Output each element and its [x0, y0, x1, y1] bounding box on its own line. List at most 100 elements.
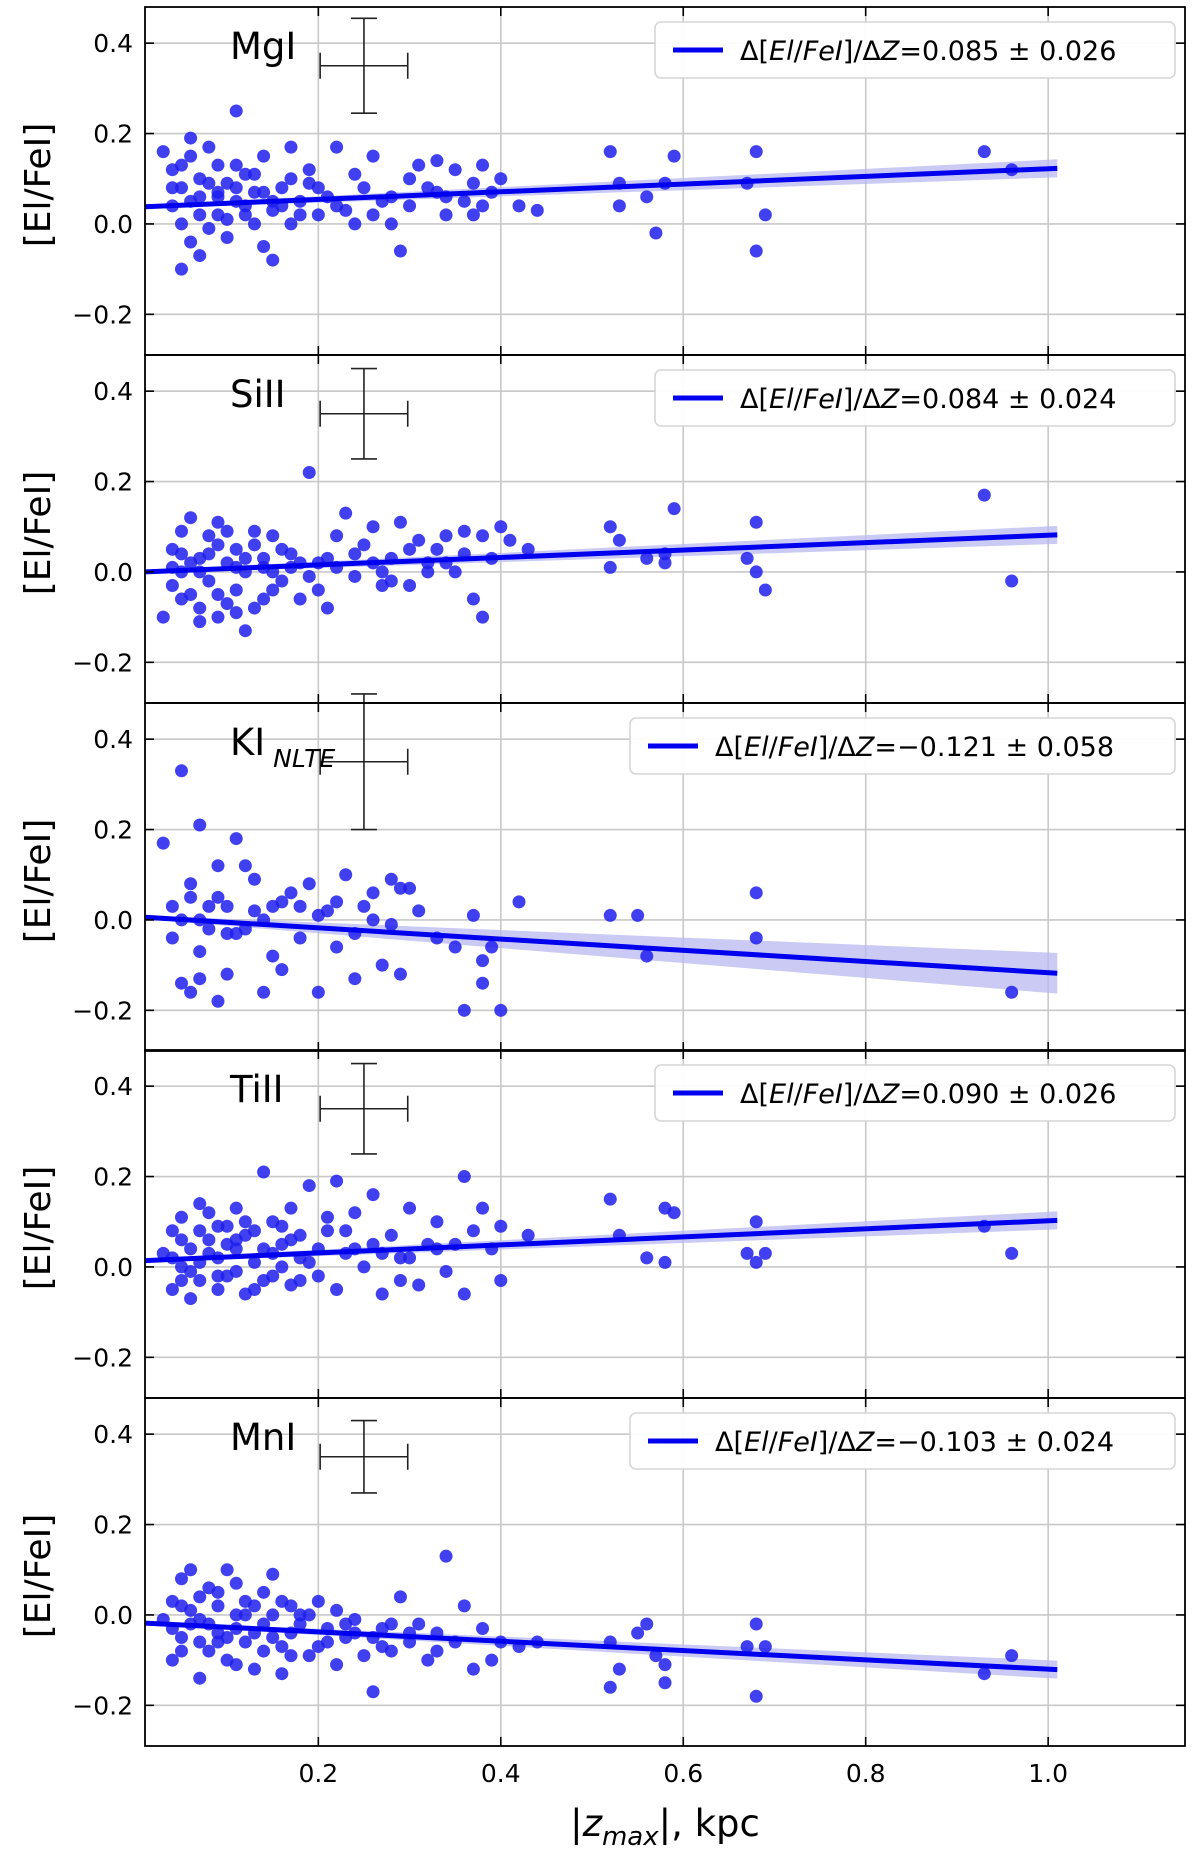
data-point [448, 163, 462, 177]
data-point [266, 1567, 280, 1581]
data-point [457, 194, 471, 208]
data-point [603, 520, 617, 534]
data-point [247, 538, 261, 552]
data-point [229, 181, 243, 195]
data-point [977, 488, 991, 502]
data-point [229, 926, 243, 940]
data-point [211, 994, 225, 1008]
data-point [229, 1233, 243, 1247]
data-point [330, 140, 344, 154]
data-point [640, 190, 654, 204]
data-point [174, 592, 188, 606]
data-point [403, 199, 417, 213]
data-point [247, 1662, 261, 1676]
data-point [165, 1653, 179, 1667]
data-point [612, 1662, 626, 1676]
data-point [348, 569, 362, 583]
data-point [165, 181, 179, 195]
error-bar [319, 693, 409, 831]
data-point [257, 592, 271, 606]
data-point [749, 886, 763, 900]
y-tick-label: 0.0 [93, 558, 133, 587]
data-point [247, 1283, 261, 1297]
data-point [202, 1233, 216, 1247]
data-point [512, 895, 526, 909]
data-point [366, 1685, 380, 1699]
data-point [366, 149, 380, 163]
data-point [640, 551, 654, 565]
fit-line [145, 914, 1058, 976]
data-point [174, 262, 188, 276]
data-point [238, 551, 252, 565]
x-tick-label: 0.4 [481, 1759, 521, 1788]
data-point [494, 520, 508, 534]
data-point [466, 176, 480, 190]
data-point [229, 104, 243, 118]
data-point [348, 217, 362, 231]
data-point [293, 1228, 307, 1242]
data-point [485, 1653, 499, 1667]
data-point [457, 524, 471, 538]
legend-label: Δ[El/FeI]/ΔZ=−0.121 ± 0.058 [715, 732, 1114, 763]
data-point [1005, 1246, 1019, 1260]
data-point [184, 1264, 198, 1278]
data-point [393, 1273, 407, 1287]
data-point [658, 1658, 672, 1672]
panel-ki-nlte: 0.4 0.2 0.0 −0.2 [El/FeI] KI NLTE Δ[El/FeI]/ΔZ… [18, 693, 1186, 1052]
x-tick-label: 0.8 [846, 1759, 886, 1788]
data-point [302, 1649, 316, 1663]
data-point [220, 899, 234, 913]
data-point [229, 542, 243, 556]
data-point [603, 560, 617, 574]
data-point [193, 818, 207, 832]
data-point [293, 899, 307, 913]
data-point [667, 1206, 681, 1220]
y-tick-label: 0.0 [93, 1253, 133, 1282]
data-point [603, 1680, 617, 1694]
data-point [184, 877, 198, 891]
data-point [193, 1197, 207, 1211]
data-point [293, 592, 307, 606]
data-point [330, 1283, 344, 1297]
data-point [357, 1649, 371, 1663]
data-point [247, 872, 261, 886]
y-tick-label: 0.2 [93, 1511, 133, 1540]
data-point [220, 1219, 234, 1233]
data-point [476, 529, 490, 543]
data-point [266, 1269, 280, 1283]
data-point [412, 533, 426, 547]
data-point [165, 899, 179, 913]
data-point [156, 610, 170, 624]
data-point [184, 890, 198, 904]
data-point [448, 565, 462, 579]
panel-title: MnI [230, 1416, 296, 1459]
legend-box [654, 21, 1176, 79]
data-point [393, 881, 407, 895]
data-point [275, 963, 289, 977]
data-point [320, 551, 334, 565]
data-point [211, 158, 225, 172]
data-point [977, 145, 991, 159]
data-point [603, 908, 617, 922]
data-point [357, 899, 371, 913]
data-point [257, 551, 271, 565]
data-point [503, 533, 517, 547]
error-bar [319, 1062, 409, 1155]
data-point [1005, 574, 1019, 588]
y-axis-label: [El/FeI] [18, 1166, 59, 1290]
data-point [247, 167, 261, 181]
data-point [284, 1201, 298, 1215]
data-point [640, 1617, 654, 1631]
data-point [174, 524, 188, 538]
data-point [257, 985, 271, 999]
data-point [174, 1273, 188, 1287]
data-point [220, 524, 234, 538]
data-point [384, 872, 398, 886]
panel-title: TiII [229, 1068, 284, 1111]
error-bar [319, 1419, 409, 1494]
data-point [174, 181, 188, 195]
data-point [174, 1572, 188, 1586]
data-point [202, 529, 216, 543]
data-point [667, 502, 681, 516]
